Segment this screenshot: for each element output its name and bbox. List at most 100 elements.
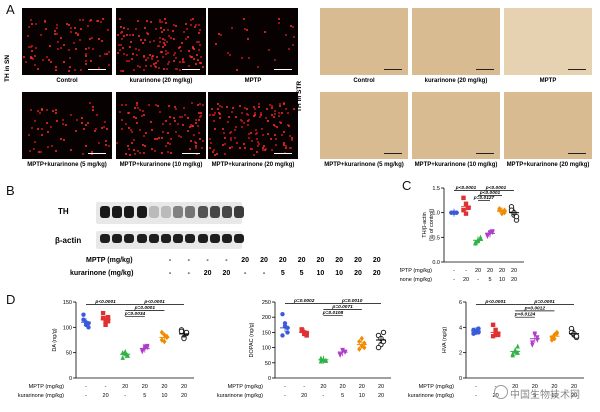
fluorescent-cell bbox=[189, 55, 192, 58]
fluorescent-cell bbox=[129, 33, 131, 36]
dose-row-label: MPTP (mg/kg) bbox=[228, 384, 264, 390]
fluorescent-cell bbox=[284, 145, 287, 148]
scale-bar bbox=[274, 68, 292, 70]
fluorescent-cell bbox=[190, 55, 193, 58]
dose-row-cell: - bbox=[477, 277, 479, 283]
fluorescent-cell bbox=[62, 138, 65, 141]
fluorescent-cell bbox=[54, 112, 57, 115]
fluorescent-cell bbox=[118, 18, 121, 21]
wb-kurarinone-cell: 20 bbox=[354, 270, 362, 277]
dose-row-cell: 20 bbox=[487, 268, 493, 274]
y-tick-label: 150 bbox=[63, 300, 72, 306]
p-value-label: p<0.0001 bbox=[94, 299, 116, 305]
fluorescent-cell bbox=[214, 128, 217, 131]
fluorescent-cell bbox=[158, 36, 161, 39]
fluorescent-cell bbox=[135, 121, 138, 124]
fluorescent-cell bbox=[259, 114, 262, 117]
wb-kurarinone-cell: 5 bbox=[299, 270, 304, 277]
fluorescent-cell bbox=[200, 56, 202, 59]
fluorescent-cell bbox=[290, 137, 293, 140]
data-point bbox=[337, 353, 343, 358]
wb-kurarinone-cell: 20 bbox=[203, 270, 212, 277]
scale-bar bbox=[88, 152, 106, 154]
fluorescent-cell bbox=[155, 138, 158, 141]
th-band bbox=[234, 206, 245, 218]
fluorescent-cell bbox=[150, 121, 153, 124]
scale-bar bbox=[88, 68, 106, 70]
fluorescent-cell bbox=[154, 138, 157, 140]
fluorescent-cell bbox=[148, 103, 151, 106]
fluorescent-cell bbox=[161, 131, 164, 134]
sn-caption-6: MPTP+kurarinone (20 mg/kg) bbox=[211, 162, 295, 168]
fluorescent-cell bbox=[240, 112, 243, 115]
fluorescent-cell bbox=[171, 30, 174, 33]
fluorescent-cell bbox=[27, 46, 30, 49]
fluorescent-cell bbox=[213, 148, 215, 151]
wb-kurarinone-cell: - bbox=[262, 270, 266, 277]
fluorescent-cell bbox=[288, 135, 291, 138]
data-point bbox=[461, 195, 466, 201]
fluorescent-cell bbox=[80, 68, 82, 71]
dose-row-label: MPTP (mg/kg) bbox=[419, 384, 455, 390]
fluorescent-cell bbox=[38, 111, 41, 114]
fluorescent-cell bbox=[254, 112, 257, 115]
fluorescent-cell bbox=[70, 31, 72, 33]
fluorescent-cell bbox=[148, 54, 151, 57]
fluorescent-cell bbox=[98, 54, 101, 57]
y-tick-label: 0 bbox=[69, 376, 72, 382]
scale-bar bbox=[568, 68, 586, 70]
fluorescent-cell bbox=[279, 120, 282, 123]
fluorescent-cell bbox=[190, 139, 193, 142]
fluorescent-cell bbox=[50, 144, 53, 147]
fluorescent-cell bbox=[163, 44, 166, 46]
fluorescent-cell bbox=[173, 54, 176, 56]
dose-row-cell: 20 bbox=[340, 384, 346, 390]
th-band bbox=[173, 206, 184, 218]
dose-row-cell: - bbox=[322, 393, 324, 399]
dose-row-cell: - bbox=[453, 277, 455, 283]
data-point bbox=[103, 322, 108, 327]
dose-row-cell: - bbox=[453, 268, 455, 274]
fluorescent-cell bbox=[191, 46, 194, 49]
fluorescent-cell bbox=[143, 135, 146, 138]
data-point bbox=[357, 346, 362, 352]
y-tick-label: 100 bbox=[63, 325, 72, 331]
fluorescent-cell bbox=[138, 34, 141, 37]
fluorescent-cell bbox=[234, 125, 237, 128]
fluorescent-cell bbox=[118, 44, 120, 47]
actin-band bbox=[185, 234, 196, 243]
p-value-label: p=0.0001 bbox=[134, 305, 156, 311]
fluorescent-cell bbox=[227, 116, 230, 119]
data-point bbox=[125, 353, 130, 358]
fluorescent-cell bbox=[220, 33, 223, 36]
fluorescent-cell bbox=[59, 36, 62, 39]
fluorescent-cell bbox=[196, 54, 199, 57]
fluorescent-cell bbox=[34, 22, 37, 25]
fluorescent-cell bbox=[127, 145, 129, 148]
fluorescent-cell bbox=[142, 109, 145, 112]
fluorescent-cell bbox=[86, 122, 89, 124]
fluorescent-cell bbox=[37, 68, 40, 71]
fluorescent-cell bbox=[161, 50, 164, 53]
fluorescent-cell bbox=[54, 30, 57, 33]
fluorescent-cell bbox=[218, 32, 221, 35]
fluorescent-cell bbox=[258, 102, 261, 105]
fluorescent-cell bbox=[152, 63, 155, 66]
fluorescent-cell bbox=[136, 54, 139, 56]
p-value-label: p=0.0010 bbox=[341, 298, 363, 304]
y-tick-label: 0.0 bbox=[432, 260, 440, 266]
fluorescent-cell bbox=[151, 128, 153, 131]
fluorescent-cell bbox=[120, 37, 123, 40]
str-image-6 bbox=[504, 92, 592, 159]
fluorescent-cell bbox=[213, 153, 216, 156]
fluorescent-cell bbox=[197, 48, 200, 51]
dose-row-cell: - bbox=[475, 384, 477, 390]
data-point bbox=[497, 206, 502, 212]
fluorescent-cell bbox=[252, 105, 255, 108]
dose-row-label: kurarinone (mg/kg) bbox=[18, 393, 64, 399]
fluorescent-cell bbox=[31, 50, 34, 53]
fluorescent-cell bbox=[210, 107, 213, 110]
fluorescent-cell bbox=[106, 53, 109, 56]
fluorescent-cell bbox=[119, 44, 122, 47]
fluorescent-cell bbox=[154, 28, 157, 31]
